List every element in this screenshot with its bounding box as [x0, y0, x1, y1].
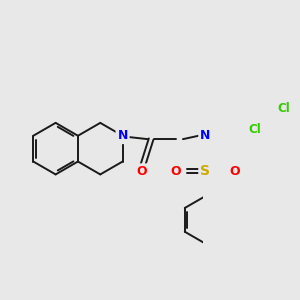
- Text: Cl: Cl: [248, 123, 261, 136]
- Text: O: O: [229, 164, 240, 178]
- Text: O: O: [171, 164, 181, 178]
- Text: O: O: [136, 165, 147, 178]
- Text: Cl: Cl: [277, 103, 290, 116]
- Text: N: N: [200, 129, 211, 142]
- Text: N: N: [117, 129, 128, 142]
- Text: S: S: [200, 164, 210, 178]
